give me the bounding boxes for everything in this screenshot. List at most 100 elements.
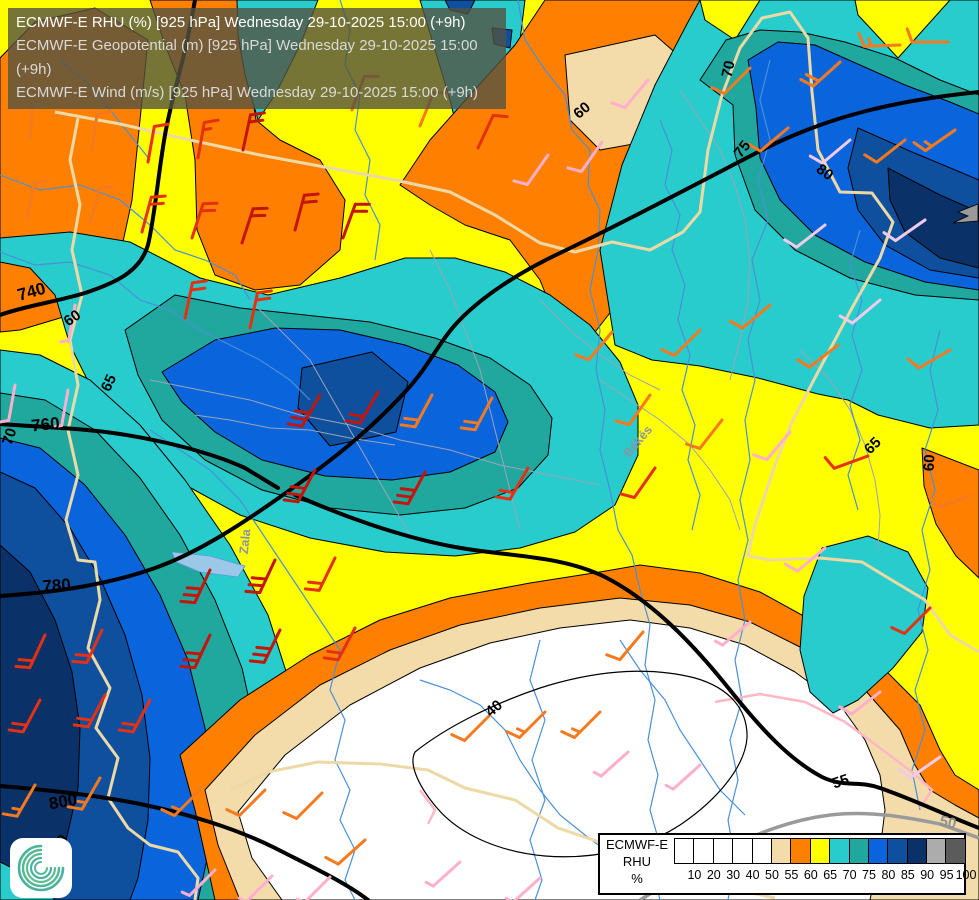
title-rhu: ECMWF-E RHU (%) [925 hPa] Wednesday 29-1… — [16, 14, 466, 31]
wind-barb — [399, 393, 434, 429]
wind-barb — [660, 328, 702, 357]
wind-barb — [504, 876, 542, 900]
rh-region-darkblue-central — [297, 351, 409, 447]
rh-contour-40 — [412, 670, 748, 858]
wind-barb — [494, 466, 530, 501]
wind-barb — [117, 698, 152, 734]
wind-barb — [392, 470, 427, 506]
wind-barb — [322, 626, 357, 662]
wind-barb — [799, 60, 842, 88]
legend-tick: 40 — [745, 868, 760, 882]
wind-barb — [90, 110, 113, 152]
wind-barb — [566, 140, 604, 173]
legend-cell-70 — [829, 838, 850, 864]
wind-barb — [14, 633, 47, 670]
rh-contour-label-65: 65 — [98, 372, 120, 394]
wind-barb — [225, 788, 267, 817]
geopotential-800-line — [0, 784, 370, 900]
wind-barb — [710, 66, 752, 95]
wind-barb — [25, 179, 50, 220]
map-title-box: ECMWF-E RHU (%) [925 hPa] Wednesday 29-1… — [8, 8, 506, 109]
geopotential-label-780: 780 — [42, 575, 72, 596]
wind-barb — [244, 558, 277, 595]
geopotential-760-line — [0, 422, 280, 490]
legend-cell-55 — [770, 838, 792, 864]
legend-tick: 50 — [765, 868, 779, 882]
wind-barb — [183, 279, 208, 320]
legend-tick: 65 — [823, 868, 838, 882]
legend-tick: 70 — [842, 868, 857, 882]
legend-title: ECMWF-E RHU % — [600, 837, 674, 888]
rh-contour-label-55: 55 — [830, 771, 851, 792]
wind-barb — [592, 750, 630, 778]
legend-cell-30 — [712, 838, 734, 864]
rh-region-orange-east — [921, 447, 979, 579]
legend-title-model: ECMWF-E — [605, 837, 669, 852]
title-wind: ECMWF-E Wind (m/s) [925 hPa] Wednesday 2… — [16, 83, 479, 101]
legend-cell-95 — [926, 838, 947, 864]
legend-cell-90 — [906, 838, 928, 864]
wind-barb — [7, 698, 42, 734]
wind-barb — [160, 788, 202, 817]
wind-barb — [72, 693, 107, 729]
geopotential-line — [293, 493, 979, 830]
wind-barb — [728, 303, 772, 330]
legend-tick: 10 — [687, 868, 702, 882]
wind-barb — [476, 113, 509, 150]
legend-tick: 80 — [881, 868, 896, 882]
map-labels: 740760780800606570707580606560405580Zala… — [0, 59, 958, 855]
rh-contour-label-60: 60 — [61, 307, 84, 330]
legend-cell-60 — [790, 838, 811, 864]
legend-tick: 90 — [920, 868, 935, 882]
wind-barb — [0, 383, 17, 424]
legend-cell-10 — [674, 838, 695, 864]
rh-region-navy — [887, 167, 979, 269]
geopotential-label-760: 760 — [30, 414, 60, 436]
weather-spiral-logo — [10, 838, 72, 898]
rh-contour-label-80: 80 — [813, 161, 836, 185]
gray-line-label: 50 — [938, 813, 958, 833]
legend-tick: 20 — [706, 868, 721, 882]
wind-barb — [783, 223, 827, 249]
legend-title-unit: % — [631, 870, 643, 886]
wind-barb — [505, 710, 547, 739]
wind-barb — [610, 78, 650, 110]
wind-barb — [344, 390, 380, 425]
wind-barb — [303, 556, 337, 592]
legend-tick: 75 — [862, 868, 876, 882]
wind-barb — [424, 860, 462, 888]
wind-barb — [248, 289, 273, 330]
wind-barb — [574, 330, 614, 362]
wind-barb — [341, 202, 371, 240]
wind-barb — [71, 628, 104, 665]
wind-barb — [282, 791, 324, 820]
wind-barb — [196, 118, 220, 160]
wind-barb — [282, 468, 317, 504]
gray-arrow — [952, 203, 979, 224]
wind-barb — [685, 418, 724, 450]
legend-cell-85 — [887, 838, 908, 864]
wind-barb — [619, 466, 657, 499]
wind-barb — [614, 393, 652, 426]
rh-contour-label-70: 70 — [719, 59, 739, 79]
wind-barbs — [0, 27, 974, 900]
rh-region-cyan-se — [799, 535, 929, 714]
wind-barb — [783, 546, 827, 573]
legend-tick: 60 — [803, 868, 818, 882]
geopotential-label-800: 800 — [47, 790, 78, 814]
wind-barb — [180, 868, 217, 897]
wind-barb — [459, 396, 494, 432]
wind-barb — [808, 138, 852, 165]
rh-contour-label-60: 60 — [921, 454, 939, 472]
legend-cell-40 — [732, 838, 753, 864]
legend-tick: 85 — [900, 868, 915, 882]
wind-barb — [838, 690, 882, 716]
wind-barb — [927, 493, 974, 509]
rhu-color-legend: ECMWF-E RHU % 10 20 30 40 50 55 60 65 70 75 80 85 90… — [598, 833, 976, 895]
legend-tick: 95 — [939, 868, 954, 882]
wind-barb — [664, 763, 702, 791]
legend-tick: 30 — [726, 868, 741, 882]
wind-barb — [912, 128, 957, 153]
